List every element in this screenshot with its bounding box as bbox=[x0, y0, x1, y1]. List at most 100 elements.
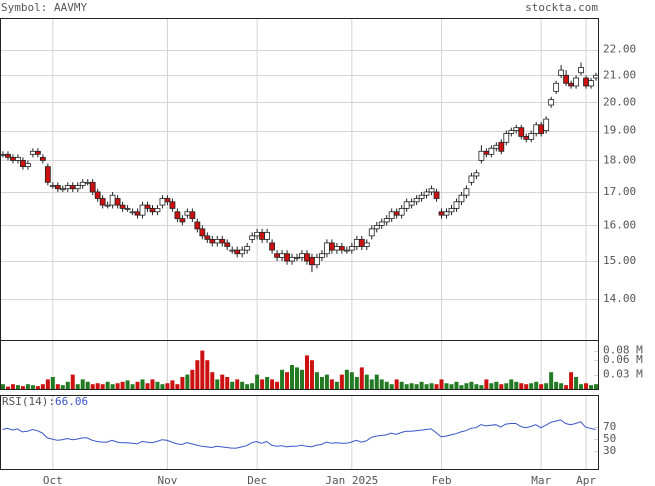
volume-bar bbox=[60, 385, 65, 389]
rsi-line bbox=[2, 419, 596, 449]
candle-body bbox=[304, 253, 310, 262]
candle-body bbox=[398, 208, 405, 216]
candle-body bbox=[353, 238, 360, 247]
candle-body bbox=[578, 67, 584, 74]
candle-body bbox=[388, 211, 395, 219]
volume-bar bbox=[479, 385, 484, 389]
y-tick-label: 19.00 bbox=[603, 124, 636, 137]
candle-body bbox=[179, 218, 186, 223]
volume-bar bbox=[190, 369, 195, 389]
volume-bar bbox=[285, 372, 290, 389]
volume-bar bbox=[230, 381, 235, 389]
volume-bar bbox=[399, 381, 404, 389]
volume-bar bbox=[549, 372, 554, 389]
volume-bar bbox=[404, 384, 409, 389]
candle-body bbox=[363, 242, 370, 247]
candle-body bbox=[164, 198, 171, 203]
volume-bar bbox=[120, 381, 125, 389]
candle-body bbox=[20, 160, 26, 167]
candle-body bbox=[523, 136, 530, 140]
candle-body bbox=[558, 69, 565, 76]
candle-body bbox=[348, 246, 355, 251]
candle-body bbox=[503, 133, 510, 143]
rsi-current: 66.06 bbox=[55, 395, 88, 408]
candle-body bbox=[224, 242, 231, 247]
volume-bar bbox=[579, 384, 584, 389]
volume-bar bbox=[155, 381, 160, 389]
candle-body bbox=[573, 77, 579, 87]
volume-bar bbox=[384, 381, 389, 389]
x-tick-label: Jan 2025 bbox=[325, 474, 378, 486]
candle-body bbox=[403, 201, 410, 209]
candle-body bbox=[29, 150, 36, 155]
volume-bar bbox=[95, 383, 100, 389]
candle-body bbox=[159, 198, 166, 206]
candle-body bbox=[264, 231, 271, 240]
candle-body bbox=[269, 242, 275, 251]
volume-bar bbox=[260, 379, 265, 389]
volume-bar bbox=[584, 383, 589, 389]
volume-bar bbox=[569, 372, 574, 389]
volume-bar bbox=[175, 384, 180, 389]
candle-body bbox=[184, 211, 191, 216]
volume-bar bbox=[150, 379, 155, 389]
volume-bar bbox=[464, 383, 469, 389]
y-tick-label: 14.00 bbox=[603, 292, 636, 305]
x-tick-label: Mar bbox=[531, 474, 551, 486]
rsi-label: RSI(14): bbox=[2, 395, 55, 408]
candle-body bbox=[10, 156, 16, 161]
volume-bar bbox=[50, 377, 55, 389]
candle-body bbox=[453, 201, 460, 209]
candle-body bbox=[393, 211, 400, 216]
volume-bar bbox=[240, 381, 245, 389]
candle-body bbox=[25, 163, 31, 167]
y-tick-label: 17.00 bbox=[603, 185, 636, 198]
volume-bar bbox=[514, 381, 519, 389]
candle-body bbox=[284, 253, 290, 262]
candle-body bbox=[458, 194, 465, 203]
volume-bar bbox=[454, 381, 459, 389]
candle-body bbox=[378, 221, 385, 226]
y-tick-label: 22.00 bbox=[603, 43, 636, 56]
candle-body bbox=[438, 211, 445, 216]
candle-body bbox=[244, 246, 251, 251]
candle-body bbox=[274, 253, 280, 258]
volume-bar bbox=[424, 384, 429, 389]
candle-body bbox=[418, 194, 425, 199]
candle-body bbox=[154, 208, 161, 213]
x-tick-label: Feb bbox=[432, 474, 452, 486]
candle-body bbox=[319, 253, 325, 258]
volume-bar bbox=[85, 381, 90, 389]
candle-body bbox=[588, 80, 594, 87]
y-tick-label: 16.00 bbox=[603, 218, 636, 231]
candle-body bbox=[478, 150, 485, 161]
candle-body bbox=[209, 238, 216, 244]
candle-body bbox=[383, 218, 390, 223]
candle-body bbox=[343, 249, 350, 252]
volume-bar bbox=[544, 383, 549, 389]
volume-bar bbox=[594, 384, 599, 389]
volume-bar bbox=[45, 379, 50, 389]
x-tick-label: Nov bbox=[158, 474, 178, 486]
mark-layer: Oct Nov Dec Jan 2025 Feb Mar Apr 14.00 15.00 16.0… bbox=[0, 43, 643, 486]
volume-bar bbox=[554, 381, 559, 389]
volume-bar bbox=[419, 381, 424, 389]
candle-body bbox=[563, 74, 570, 84]
x-tick-label: Apr bbox=[576, 474, 596, 486]
volume-bar bbox=[275, 381, 280, 389]
volume-bar bbox=[439, 379, 444, 389]
volume-bar bbox=[265, 377, 270, 389]
candle-body bbox=[413, 198, 420, 203]
candle-body bbox=[119, 204, 126, 209]
candle-body bbox=[568, 82, 574, 87]
candle-body bbox=[249, 235, 256, 240]
candle-body bbox=[289, 256, 295, 262]
candle-body bbox=[199, 228, 206, 237]
volume-bar bbox=[145, 383, 150, 389]
volume-bar bbox=[364, 374, 369, 389]
volume-bar bbox=[324, 374, 329, 389]
y-tick-label: 30 bbox=[603, 444, 616, 457]
candle-body bbox=[34, 150, 41, 155]
candle-body bbox=[368, 228, 375, 237]
y-tick-label: 0.06 M bbox=[603, 353, 643, 366]
